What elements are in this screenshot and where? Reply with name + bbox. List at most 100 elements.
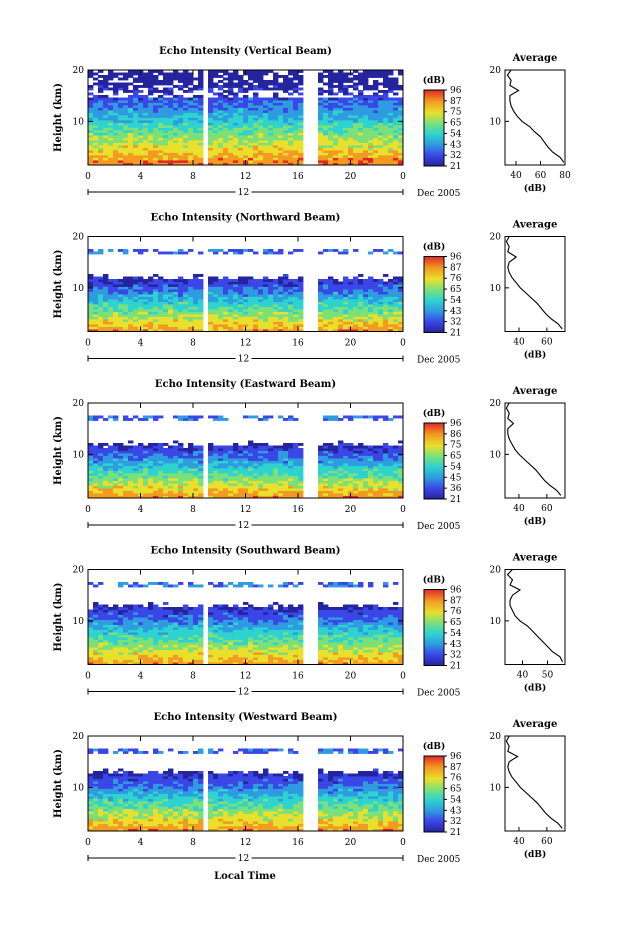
heatmap-cell — [218, 152, 224, 156]
heatmap-cell — [238, 450, 244, 454]
heatmap-cell — [183, 90, 189, 93]
heatmap-cell — [248, 299, 254, 302]
heatmap-cell — [118, 453, 124, 456]
heatmap-cell — [393, 319, 399, 322]
heatmap-cell — [273, 75, 279, 78]
heatmap-cell — [398, 316, 404, 320]
heatmap-cell — [233, 460, 239, 464]
heatmap-cell — [258, 485, 264, 489]
heatmap-cell — [148, 475, 154, 479]
heatmap-cell — [238, 495, 244, 499]
heatmap-cell — [333, 415, 339, 419]
heatmap-cell — [388, 483, 394, 486]
heatmap-cell — [188, 326, 194, 330]
heatmap-cell — [188, 304, 194, 307]
heatmap-cell — [108, 125, 114, 128]
heatmap-cell — [128, 448, 134, 451]
heatmap-cell — [273, 314, 279, 317]
heatmap-cell — [143, 662, 149, 665]
heatmap-cell — [213, 468, 219, 471]
heatmap-cell — [283, 311, 289, 315]
heatmap-cell — [228, 281, 234, 285]
heatmap-cell — [363, 485, 369, 489]
heatmap-cell — [353, 478, 359, 481]
heatmap-cell — [138, 249, 144, 252]
heatmap-cell — [368, 289, 374, 292]
heatmap-cell — [213, 284, 219, 287]
heatmap-cell — [118, 140, 124, 143]
heatmap-cell — [98, 82, 104, 86]
heatmap-cell — [163, 659, 169, 663]
heatmap-cell — [288, 460, 294, 464]
heatmap-cell — [88, 162, 94, 166]
heatmap-cell — [263, 281, 269, 285]
heatmap-cell — [343, 488, 349, 491]
heatmap-cell — [158, 443, 164, 446]
heatmap-cell — [158, 279, 164, 282]
heatmap-cell — [223, 473, 229, 476]
heatmap-cell — [178, 72, 184, 76]
heatmap-cell — [178, 85, 184, 88]
heatmap-cell — [153, 135, 159, 138]
heatmap-cell — [208, 122, 214, 126]
heatmap-cell — [388, 485, 394, 489]
heatmap-cell — [253, 468, 259, 471]
heatmap-cell — [363, 281, 369, 285]
heatmap-cell — [188, 299, 194, 302]
heatmap-cell — [278, 102, 284, 106]
heatmap-cell — [263, 97, 269, 101]
heatmap-cell — [113, 72, 119, 76]
heatmap-cell — [178, 87, 184, 91]
heatmap-cell — [143, 493, 149, 496]
heatmap-cell — [178, 249, 184, 252]
heatmap-cell — [188, 470, 194, 474]
heatmap-cell — [188, 659, 194, 663]
heatmap-cell — [178, 321, 184, 325]
heatmap-cell — [93, 82, 99, 86]
heatmap-cell — [268, 125, 274, 128]
heatmap-cell — [228, 140, 234, 143]
heatmap-cell — [113, 662, 119, 665]
heatmap-cell — [173, 306, 179, 310]
heatmap-cell — [393, 281, 399, 285]
heatmap-cell — [383, 304, 389, 307]
heatmap-cell — [213, 117, 219, 121]
heatmap-cell — [233, 125, 239, 128]
heatmap-cell — [288, 309, 294, 312]
heatmap-cell — [293, 445, 299, 449]
heatmap-cell — [208, 662, 214, 665]
heatmap-cell — [103, 117, 109, 121]
heatmap-cell — [108, 448, 114, 451]
heatmap-cell — [113, 314, 119, 317]
heatmap-cell — [183, 309, 189, 312]
heatmap-cell — [368, 450, 374, 454]
heatmap-cell — [143, 321, 149, 325]
heatmap-cell — [133, 465, 139, 469]
heatmap-cell — [138, 137, 144, 141]
heatmap-cell — [338, 314, 344, 317]
heatmap-cell — [253, 319, 259, 322]
heatmap-cell — [283, 314, 289, 317]
heatmap-cell — [153, 304, 159, 307]
heatmap-cell — [128, 483, 134, 486]
heatmap-cell — [158, 316, 164, 320]
heatmap-cell — [148, 314, 154, 317]
heatmap-cell — [188, 115, 194, 118]
heatmap-cell — [138, 90, 144, 93]
heatmap-cell — [93, 306, 99, 310]
heatmap-cell — [188, 478, 194, 481]
heatmap-cell — [298, 488, 304, 491]
heatmap-cell — [173, 107, 179, 111]
heatmap-cell — [178, 490, 184, 494]
heatmap-cell — [128, 120, 134, 123]
heatmap-cell — [248, 125, 254, 128]
heatmap-cell — [358, 135, 364, 138]
heatmap-cell — [253, 150, 259, 153]
heatmap-cell — [273, 279, 279, 282]
heatmap-cell — [383, 495, 389, 499]
heatmap-cell — [383, 160, 389, 163]
heatmap-cell — [158, 453, 164, 456]
heatmap-cell — [118, 157, 124, 161]
heatmap-cell — [378, 662, 384, 665]
heatmap-cell — [148, 150, 154, 153]
